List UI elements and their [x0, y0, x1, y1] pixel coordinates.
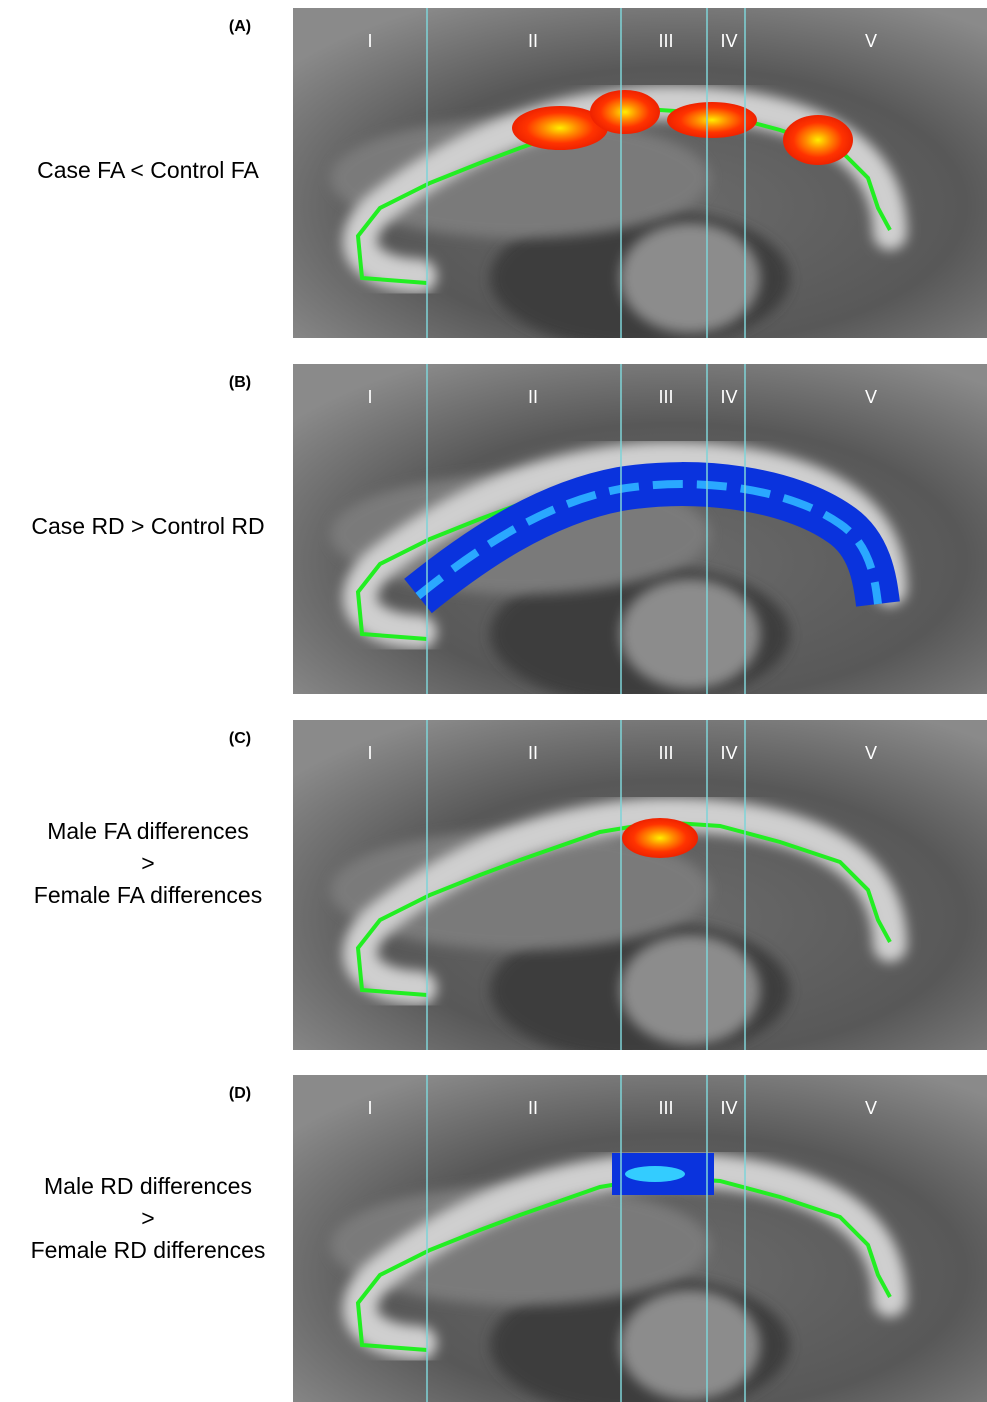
effect-cluster: [667, 102, 757, 138]
region-label: II: [528, 31, 538, 51]
region-label: III: [658, 387, 673, 407]
region-label: III: [658, 1098, 673, 1118]
region-label: V: [865, 743, 877, 763]
region-label: III: [658, 743, 673, 763]
brain-image: [293, 364, 987, 704]
panel-caption: >: [141, 1205, 154, 1231]
panel-label: (C): [229, 730, 251, 747]
thalamus: [620, 935, 760, 1045]
region-label: I: [367, 743, 372, 763]
region-label: IV: [720, 31, 737, 51]
region-label: III: [658, 31, 673, 51]
panel-caption: Case RD > Control RD: [31, 513, 264, 539]
brain-image: [293, 720, 987, 1060]
effect-cluster: [783, 115, 853, 165]
brain-image: [293, 1075, 987, 1402]
panel-caption: Male RD differences: [44, 1173, 252, 1199]
panel-label: (D): [229, 1085, 251, 1102]
region-label: II: [528, 743, 538, 763]
region-label: II: [528, 387, 538, 407]
thalamus: [620, 1290, 760, 1400]
panel-caption: Female FA differences: [34, 882, 262, 908]
effect-cluster-core: [625, 1166, 685, 1182]
thalamus: [620, 223, 760, 333]
region-label: IV: [720, 387, 737, 407]
region-label: IV: [720, 743, 737, 763]
region-label: I: [367, 1098, 372, 1118]
brain-image: [293, 8, 987, 348]
region-label: IV: [720, 1098, 737, 1118]
effect-cluster: [590, 90, 660, 134]
panel-caption: >: [141, 850, 154, 876]
region-label: V: [865, 31, 877, 51]
panel-label: (A): [229, 18, 251, 35]
panel-caption: Case FA < Control FA: [37, 157, 259, 183]
thalamus: [620, 579, 760, 689]
region-label: V: [865, 1098, 877, 1118]
effect-cluster: [622, 818, 698, 858]
region-label: II: [528, 1098, 538, 1118]
panel-caption: Female RD differences: [31, 1237, 266, 1263]
figure: IIIIIIIVV(A)Case FA < Control FAIIIIIIIV…: [0, 0, 987, 1402]
region-label: V: [865, 387, 877, 407]
region-label: I: [367, 387, 372, 407]
region-label: I: [367, 31, 372, 51]
panel-label: (B): [229, 374, 251, 391]
panel-caption: Male FA differences: [47, 818, 249, 844]
